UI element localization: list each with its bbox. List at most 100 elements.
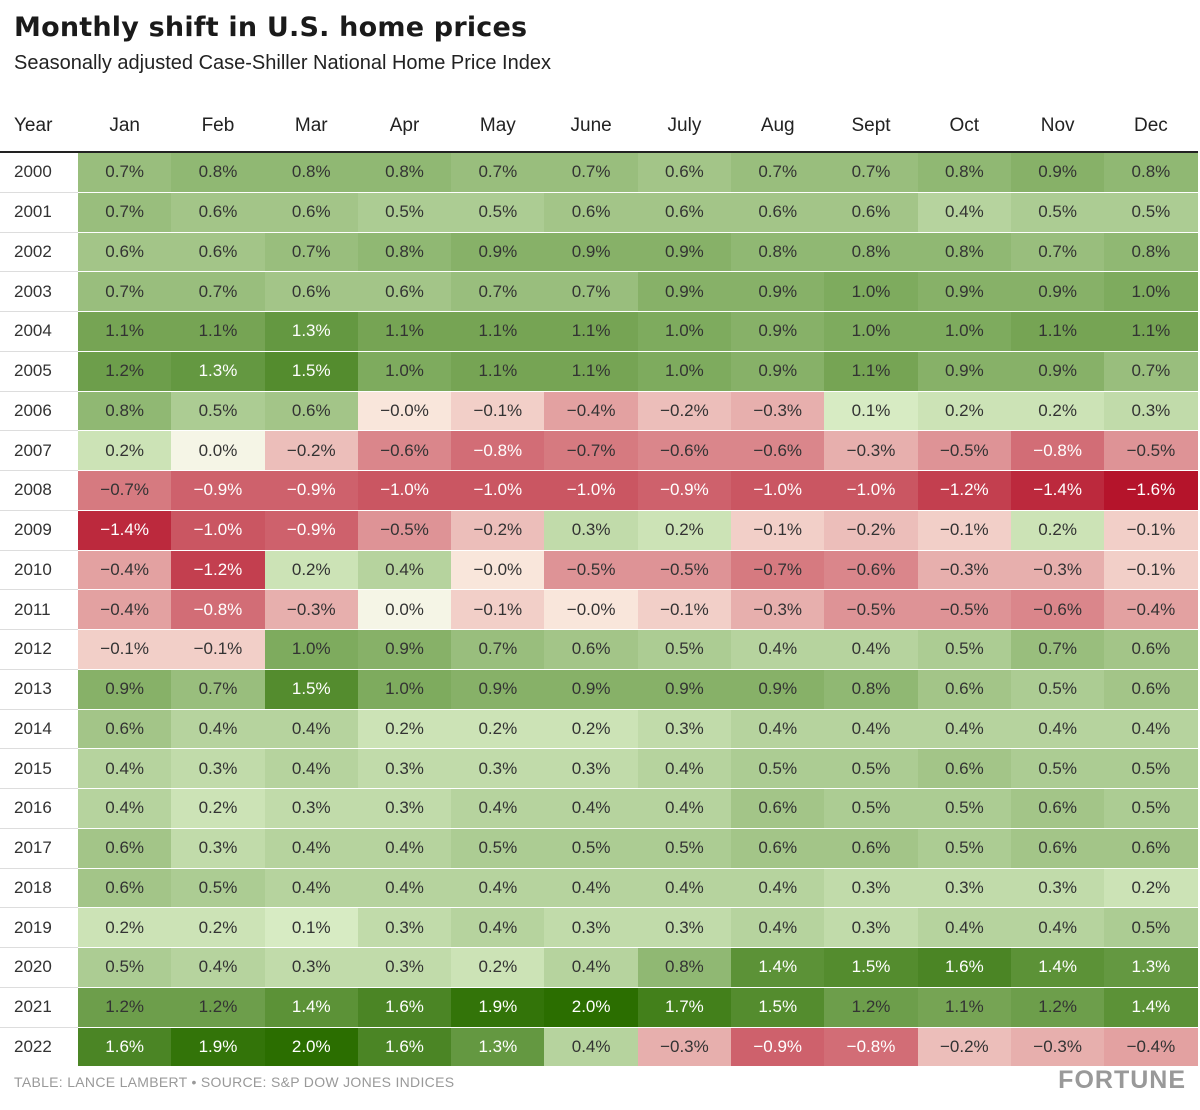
heatmap-cell: 0.2% — [1010, 390, 1105, 431]
heatmap-cell: 0.8% — [1104, 151, 1198, 193]
heatmap-cell: 0.5% — [1104, 748, 1198, 789]
heatmap-cell: 0.1% — [824, 390, 918, 431]
row-year-label: 2019 — [0, 907, 78, 948]
heatmap-cell: −0.3% — [264, 589, 358, 630]
chart-title: Monthly shift in U.S. home prices — [14, 12, 528, 43]
heatmap-cell: 0.5% — [1010, 191, 1105, 232]
heatmap-cell: −0.3% — [731, 589, 825, 630]
row-year-label: 2001 — [0, 191, 78, 232]
heatmap-cell: 0.2% — [171, 788, 265, 829]
table-row: 2009 −1.4% −1.0% −0.9% −0.5% −0.2% 0.3% 0.2% −0.… — [0, 509, 1198, 550]
heatmap-cell: 0.5% — [171, 390, 265, 431]
heatmap-cell: 0.6% — [78, 867, 172, 908]
heatmap-cell: 0.6% — [264, 390, 358, 431]
heatmap-cell: 0.9% — [357, 629, 452, 670]
heatmap-cell: 0.5% — [917, 788, 1011, 829]
table-row: 2018 0.6% 0.5% 0.4% 0.4% 0.4% 0.4% 0.4% 0.4% 0.3%… — [0, 867, 1198, 908]
heatmap-cell: 1.3% — [264, 311, 358, 352]
table-row: 2017 0.6% 0.3% 0.4% 0.4% 0.5% 0.5% 0.5% 0.6% 0.6%… — [0, 827, 1198, 868]
row-year-label: 2015 — [0, 748, 78, 789]
heatmap-cell: 1.1% — [917, 986, 1011, 1027]
heatmap-cell: −1.4% — [78, 509, 172, 550]
heatmap-cell: 0.2% — [451, 947, 545, 988]
header-month: Sept — [824, 100, 918, 153]
heatmap-cell: 1.1% — [544, 350, 638, 391]
heatmap-cell: 0.4% — [264, 867, 358, 908]
heatmap-cell: 0.4% — [731, 708, 825, 749]
heatmap-cell: −0.1% — [731, 509, 825, 550]
heatmap-cell: 0.7% — [451, 629, 545, 670]
heatmap-cell: 0.3% — [171, 827, 265, 868]
heatmap-cell: 0.2% — [171, 907, 265, 948]
heatmap-cell: 0.7% — [1010, 231, 1105, 272]
table-row: 2004 1.1% 1.1% 1.3% 1.1% 1.1% 1.1% 1.0% 0.9% 1.0%… — [0, 311, 1198, 352]
heatmap-cell: 2.0% — [264, 1026, 358, 1067]
heatmap-cell: 1.0% — [637, 311, 732, 352]
heatmap-cell: 0.1% — [264, 907, 358, 948]
heatmap-cell: 0.4% — [451, 907, 545, 948]
table-row: 2012 −0.1% −0.1% 1.0% 0.9% 0.7% 0.6% 0.5% 0.4% 0.… — [0, 629, 1198, 670]
heatmap-cell: −0.2% — [824, 509, 918, 550]
heatmap-cell: −1.0% — [171, 509, 265, 550]
heatmap-cell: −0.4% — [544, 390, 638, 431]
heatmap-cell: 0.4% — [917, 907, 1011, 948]
heatmap-cell: 1.1% — [451, 311, 545, 352]
heatmap-cell: 0.0% — [171, 430, 265, 471]
heatmap-cell: 0.3% — [357, 947, 452, 988]
heatmap-cell: 0.4% — [357, 827, 452, 868]
row-year-label: 2017 — [0, 827, 78, 868]
heatmap-cell: 0.6% — [544, 629, 638, 670]
heatmap-cell: −0.3% — [824, 430, 918, 471]
heatmap-cell: −0.9% — [731, 1026, 825, 1067]
heatmap-cell: 1.0% — [917, 311, 1011, 352]
table-row: 2014 0.6% 0.4% 0.4% 0.2% 0.2% 0.2% 0.3% 0.4% 0.4%… — [0, 708, 1198, 749]
heatmap-cell: −0.3% — [917, 549, 1011, 590]
heatmap-cell: 0.9% — [451, 231, 545, 272]
heatmap-cell: 1.9% — [171, 1026, 265, 1067]
heatmap-cell: 1.7% — [637, 986, 732, 1027]
heatmap-cell: 0.7% — [78, 271, 172, 312]
heatmap-cell: 0.6% — [1010, 788, 1105, 829]
row-year-label: 2014 — [0, 708, 78, 749]
heatmap-cell: 0.0% — [357, 589, 452, 630]
table-row: 2007 0.2% 0.0% −0.2% −0.6% −0.8% −0.7% −0.6% −0.… — [0, 430, 1198, 471]
row-year-label: 2010 — [0, 549, 78, 590]
heatmap-cell: 0.6% — [544, 191, 638, 232]
heatmap-cell: 0.8% — [78, 390, 172, 431]
header-month: July — [637, 100, 732, 153]
heatmap-table: Year Jan Feb Mar Apr May June July Aug Sept Oct Nov… — [0, 100, 1198, 1067]
heatmap-cell: 0.9% — [731, 271, 825, 312]
heatmap-cell: 0.7% — [824, 151, 918, 193]
row-year-label: 2020 — [0, 947, 78, 988]
heatmap-cell: 0.6% — [824, 827, 918, 868]
header-month: Apr — [357, 100, 452, 153]
heatmap-cell: 1.1% — [1104, 311, 1198, 352]
heatmap-cell: 0.4% — [544, 947, 638, 988]
heatmap-cell: 0.9% — [917, 271, 1011, 312]
table-row: 2019 0.2% 0.2% 0.1% 0.3% 0.4% 0.3% 0.3% 0.4% 0.3%… — [0, 907, 1198, 948]
heatmap-cell: 0.4% — [544, 788, 638, 829]
heatmap-cell: −1.0% — [824, 470, 918, 511]
heatmap-cell: 0.3% — [544, 509, 638, 550]
heatmap-cell: 1.1% — [451, 350, 545, 391]
heatmap-cell: 0.9% — [637, 231, 732, 272]
table-row: 2015 0.4% 0.3% 0.4% 0.3% 0.3% 0.3% 0.4% 0.5% 0.5%… — [0, 748, 1198, 789]
heatmap-cell: 1.0% — [637, 350, 732, 391]
row-year-label: 2003 — [0, 271, 78, 312]
heatmap-cell: 0.6% — [1104, 668, 1198, 709]
heatmap-cell: 1.0% — [824, 271, 918, 312]
heatmap-cell: 1.1% — [357, 311, 452, 352]
heatmap-cell: 0.2% — [1104, 867, 1198, 908]
heatmap-cell: 1.4% — [1010, 947, 1105, 988]
table-row: 2008 −0.7% −0.9% −0.9% −1.0% −1.0% −1.0% −0.9% −… — [0, 470, 1198, 511]
heatmap-cell: 0.4% — [731, 867, 825, 908]
table-row: 2002 0.6% 0.6% 0.7% 0.8% 0.9% 0.9% 0.9% 0.8% 0.8%… — [0, 231, 1198, 272]
heatmap-cell: 0.9% — [544, 231, 638, 272]
table-row: 2013 0.9% 0.7% 1.5% 1.0% 0.9% 0.9% 0.9% 0.9% 0.8%… — [0, 668, 1198, 709]
heatmap-cell: 0.3% — [544, 907, 638, 948]
row-year-label: 2004 — [0, 311, 78, 352]
row-year-label: 2022 — [0, 1026, 78, 1067]
row-year-label: 2009 — [0, 509, 78, 550]
heatmap-cell: 0.7% — [78, 191, 172, 232]
heatmap-cell: 0.5% — [357, 191, 452, 232]
